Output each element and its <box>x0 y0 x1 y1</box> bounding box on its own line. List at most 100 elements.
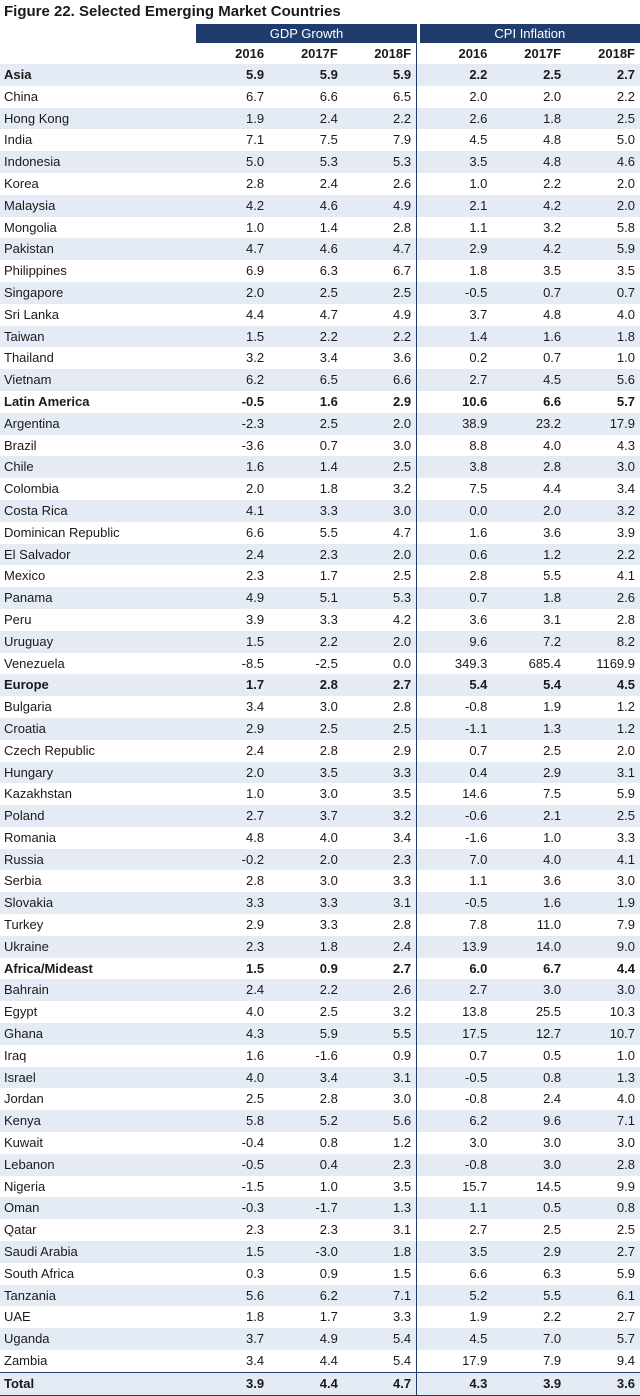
column-divider <box>416 43 419 64</box>
gdp-value-cell: 0.9 <box>319 1265 338 1281</box>
cpi-value-cell: 3.2 <box>566 499 640 522</box>
cpi-value-cell: 8.8 <box>469 437 488 453</box>
gdp-value-cell: 2.8 <box>245 175 265 191</box>
cpi-value-cell: 4.5 <box>418 1328 493 1351</box>
gdp-value-cell: 1.8 <box>269 935 343 958</box>
cpi-value-cell: 2.7 <box>418 979 493 1002</box>
gdp-value-cell: 2.0 <box>269 848 343 871</box>
cpi-value-cell: 4.0 <box>492 848 567 871</box>
cpi-value-cell: 1.8 <box>469 263 488 279</box>
gdp-value-cell: 2.5 <box>342 281 417 304</box>
country-name-cell: Brazil <box>4 437 37 453</box>
cpi-value-cell: -0.8 <box>418 1153 493 1176</box>
country-name-cell: Croatia <box>0 717 196 740</box>
cpi-value-cell: 0.8 <box>566 1197 640 1220</box>
gdp-value-cell: 2.9 <box>393 393 412 409</box>
cpi-value-cell: 1.0 <box>543 829 562 845</box>
gdp-value-cell: -3.0 <box>269 1241 343 1263</box>
cpi-value-cell: 0.0 <box>418 499 493 522</box>
cpi-value-cell: 1.2 <box>616 699 635 715</box>
gdp-growth-header: GDP Growth <box>194 24 417 43</box>
figure-title: Figure 22. Selected Emerging Market Coun… <box>4 3 341 20</box>
gdp-value-cell: 2.2 <box>342 107 417 130</box>
cpi-value-cell: 4.2 <box>492 238 567 261</box>
table-row: Romania 4.8 4.0 3.4 -1.6 1.0 3.3 <box>0 826 640 849</box>
table-row: South Africa 0.3 0.9 1.5 6.6 6.3 5.9 <box>0 1262 640 1285</box>
table-row: Hungary 2.0 3.5 3.3 0.4 2.9 3.1 <box>0 761 640 784</box>
table-row: Croatia 2.9 2.5 2.5 -1.1 1.3 1.2 <box>0 717 640 740</box>
table-row: Israel 4.0 3.4 3.1 -0.5 0.8 1.3 <box>0 1066 640 1089</box>
blank-header-cell <box>0 24 196 43</box>
gdp-value-cell: 2.6 <box>393 175 412 191</box>
cpi-value-cell: 1.0 <box>616 350 635 366</box>
column-divider <box>416 761 419 784</box>
gdp-value-cell: 2.3 <box>195 935 270 958</box>
cpi-value-cell: 3.6 <box>469 611 488 627</box>
column-divider <box>416 107 419 130</box>
gdp-value-cell: 2.3 <box>269 543 343 566</box>
cpi-value-cell: 7.9 <box>543 1353 562 1369</box>
cpi-inflation-header: CPI Inflation <box>417 24 640 43</box>
column-divider <box>416 783 419 806</box>
cpi-value-cell: 5.5 <box>543 568 562 584</box>
cpi-value-cell: 3.0 <box>566 979 640 1002</box>
gdp-value-cell: 3.4 <box>319 350 338 366</box>
gdp-value-cell: 2.0 <box>342 543 417 566</box>
gdp-value-cell: 1.7 <box>319 568 338 584</box>
country-name-cell: Poland <box>0 805 196 827</box>
gdp-value-cell: 6.6 <box>245 524 265 540</box>
table-row: Qatar 2.3 2.3 3.1 2.7 2.5 2.5 <box>0 1219 640 1242</box>
cpi-value-cell: -0.5 <box>418 892 493 915</box>
gdp-value-cell: 3.4 <box>269 1066 343 1089</box>
cpi-value-cell: 3.3 <box>616 829 635 845</box>
gdp-value-cell: 6.2 <box>195 369 270 391</box>
cpi-value-cell: 5.7 <box>566 1328 640 1351</box>
gdp-value-cell: 1.3 <box>342 1197 417 1220</box>
gdp-value-cell: 2.3 <box>245 568 265 584</box>
gdp-value-cell: 5.5 <box>319 524 338 540</box>
gdp-value-cell: 6.9 <box>245 263 265 279</box>
table-row: Ghana 4.3 5.9 5.5 17.5 12.7 10.7 <box>0 1023 640 1045</box>
table-row: Brazil -3.6 0.7 3.0 8.8 4.0 4.3 <box>0 434 640 457</box>
cpi-value-cell: 3.1 <box>566 761 640 784</box>
country-name-cell: Turkey <box>4 917 44 933</box>
cpi-value-cell: 1.8 <box>566 325 640 348</box>
cpi-value-cell: 14.0 <box>492 935 567 958</box>
cpi-value-cell: 4.4 <box>616 960 635 976</box>
cpi-value-cell: 7.2 <box>492 630 567 653</box>
gdp-value-cell: 2.0 <box>342 630 417 653</box>
cpi-value-cell: 2.0 <box>566 194 640 217</box>
gdp-value-cell: 3.9 <box>195 1371 270 1396</box>
cpi-value-cell: 38.9 <box>418 412 493 435</box>
cpi-value-cell: 0.7 <box>543 350 562 366</box>
cpi-value-cell: 1.4 <box>418 325 493 348</box>
table-row: Hong Kong 1.9 2.4 2.2 2.6 1.8 2.5 <box>0 107 640 130</box>
gdp-value-cell: 7.5 <box>319 132 338 148</box>
cpi-value-cell: 3.5 <box>418 1241 493 1263</box>
gdp-value-cell: 6.7 <box>245 88 265 104</box>
country-name-cell: Philippines <box>4 263 67 279</box>
gdp-value-cell: 2.7 <box>195 805 270 827</box>
gdp-value-cell: 3.0 <box>393 1091 412 1107</box>
gdp-value-cell: 6.5 <box>393 88 412 104</box>
gdp-value-cell: 1.2 <box>393 1135 412 1151</box>
cpi-value-cell: 2.8 <box>616 611 635 627</box>
cpi-value-cell: 6.3 <box>543 1265 562 1281</box>
data-table: GDP Growth CPI Inflation 2016 2017F 2018… <box>0 24 640 1396</box>
table-row: Singapore 2.0 2.5 2.5 -0.5 0.7 0.7 <box>0 281 640 304</box>
cpi-value-cell: 6.2 <box>418 1110 493 1133</box>
gdp-value-cell: 7.9 <box>393 132 412 148</box>
cpi-value-cell: -0.8 <box>464 699 488 715</box>
cpi-value-cell: 13.8 <box>462 1004 488 1020</box>
cpi-value-cell: 3.5 <box>543 263 562 279</box>
cpi-value-cell: 0.7 <box>469 742 488 758</box>
country-name-cell: Asia <box>0 64 196 86</box>
gdp-value-cell: 3.0 <box>319 786 338 802</box>
cpi-value-cell: 2.5 <box>566 805 640 827</box>
gdp-value-cell: 2.3 <box>319 1222 338 1238</box>
gdp-value-cell: 4.7 <box>195 238 270 261</box>
cpi-value-cell: 4.8 <box>543 132 562 148</box>
cpi-value-cell: 2.2 <box>418 64 493 86</box>
gdp-value-cell: 1.6 <box>319 393 338 409</box>
cpi-value-cell: 9.9 <box>616 1178 635 1194</box>
